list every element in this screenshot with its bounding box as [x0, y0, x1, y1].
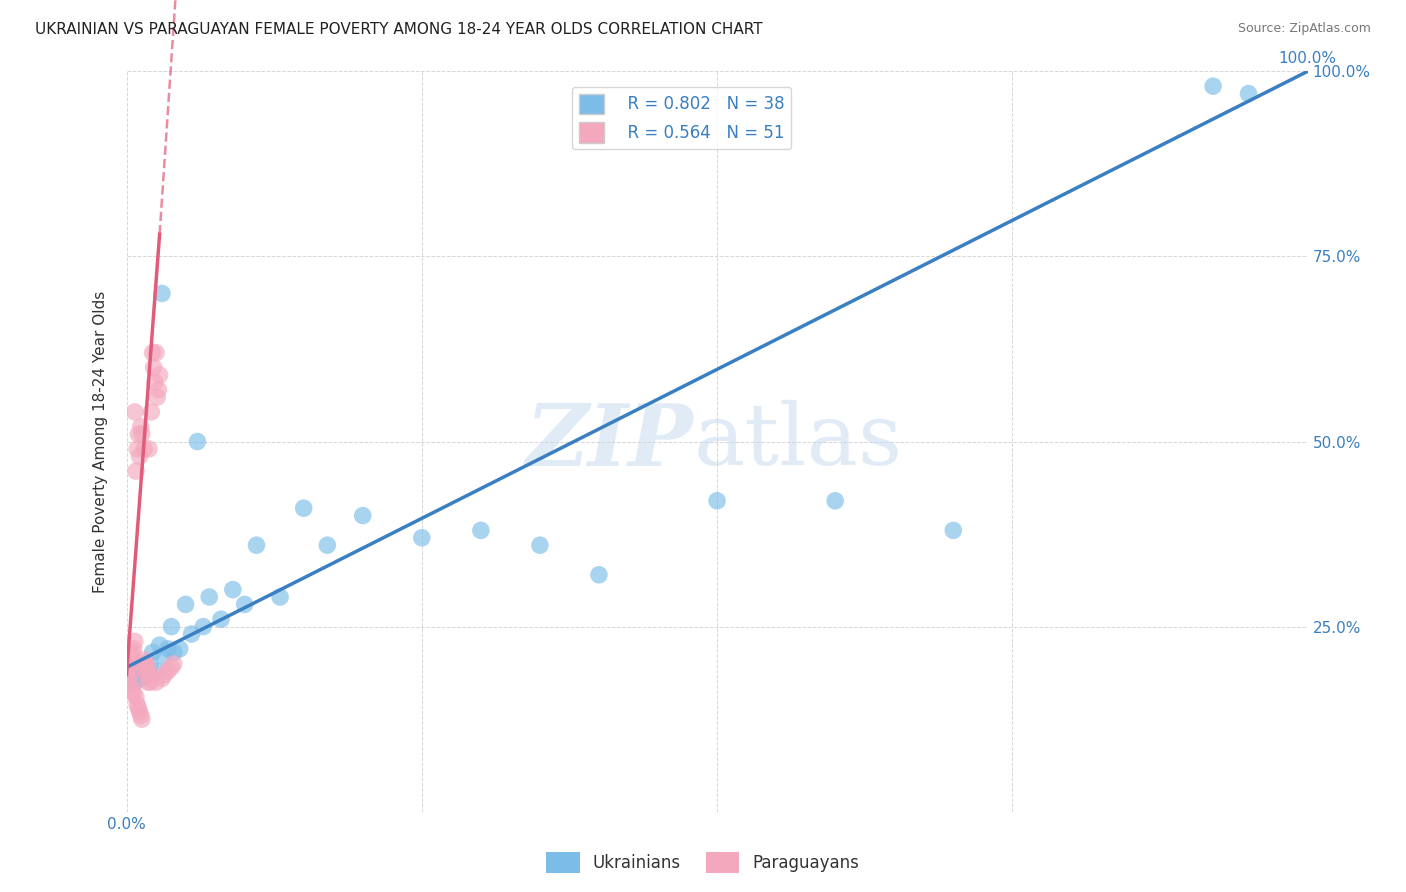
Point	[127, 427, 149, 442]
Point	[124, 405, 146, 419]
Point	[136, 660, 159, 674]
Point	[470, 524, 492, 538]
Point	[134, 660, 156, 674]
Point	[163, 646, 186, 660]
Point	[1202, 79, 1225, 94]
Point	[352, 508, 374, 523]
Point	[141, 405, 163, 419]
Point	[145, 345, 167, 359]
Point	[121, 646, 143, 660]
Text: Source: ZipAtlas.com: Source: ZipAtlas.com	[1237, 22, 1371, 36]
Point	[125, 690, 148, 704]
Point	[129, 419, 152, 434]
Point	[136, 667, 159, 681]
Point	[131, 427, 153, 442]
Point	[150, 672, 173, 686]
Point	[824, 493, 846, 508]
Point	[156, 641, 179, 656]
Text: atlas: atlas	[693, 400, 903, 483]
Point	[124, 675, 146, 690]
Point	[127, 667, 149, 681]
Point	[122, 686, 145, 700]
Point	[156, 664, 179, 678]
Point	[139, 667, 162, 681]
Point	[118, 660, 141, 674]
Y-axis label: Female Poverty Among 18-24 Year Olds: Female Poverty Among 18-24 Year Olds	[93, 291, 108, 592]
Point	[143, 376, 166, 390]
Point	[209, 612, 232, 626]
Point	[134, 660, 156, 674]
Point	[153, 649, 176, 664]
Text: UKRAINIAN VS PARAGUAYAN FEMALE POVERTY AMONG 18-24 YEAR OLDS CORRELATION CHART: UKRAINIAN VS PARAGUAYAN FEMALE POVERTY A…	[35, 22, 763, 37]
Point	[411, 531, 433, 545]
Point	[132, 657, 155, 671]
Point	[120, 657, 142, 671]
Point	[148, 383, 170, 397]
Point	[186, 434, 208, 449]
Point	[139, 657, 162, 671]
Point	[128, 705, 150, 719]
Point	[120, 649, 142, 664]
Point	[120, 679, 142, 693]
Point	[942, 524, 965, 538]
Point	[141, 646, 163, 660]
Point	[128, 450, 150, 464]
Point	[198, 590, 221, 604]
Point	[588, 567, 610, 582]
Point	[134, 653, 156, 667]
Point	[529, 538, 551, 552]
Point	[316, 538, 339, 552]
Point	[222, 582, 245, 597]
Point	[134, 442, 156, 456]
Point	[149, 638, 172, 652]
Point	[180, 627, 202, 641]
Point	[150, 286, 173, 301]
Point	[122, 641, 145, 656]
Point	[145, 675, 167, 690]
Point	[129, 708, 152, 723]
Point	[706, 493, 728, 508]
Point	[145, 664, 167, 678]
Point	[129, 672, 152, 686]
Point	[142, 360, 165, 375]
Point	[160, 660, 183, 674]
Point	[127, 701, 149, 715]
Point	[121, 682, 143, 697]
Point	[138, 442, 160, 456]
Point	[146, 390, 169, 404]
Point	[149, 368, 172, 382]
Point	[245, 538, 267, 552]
Point	[121, 664, 143, 678]
Point	[134, 657, 156, 671]
Legend: Ukrainians, Paraguayans: Ukrainians, Paraguayans	[540, 846, 866, 880]
Point	[131, 712, 153, 726]
Point	[169, 641, 191, 656]
Point	[1237, 87, 1260, 101]
Legend:   R = 0.802   N = 38,   R = 0.564   N = 51: R = 0.802 N = 38, R = 0.564 N = 51	[572, 87, 792, 150]
Point	[233, 598, 256, 612]
Text: ZIP: ZIP	[526, 400, 693, 483]
Point	[193, 619, 215, 633]
Point	[292, 501, 315, 516]
Point	[139, 675, 162, 690]
Point	[127, 442, 149, 456]
Point	[118, 672, 141, 686]
Point	[163, 657, 186, 671]
Point	[117, 664, 139, 678]
Point	[153, 667, 176, 681]
Point	[174, 598, 197, 612]
Point	[160, 619, 183, 633]
Point	[127, 698, 149, 712]
Point	[269, 590, 291, 604]
Point	[120, 667, 142, 681]
Point	[124, 634, 146, 648]
Point	[136, 675, 159, 690]
Point	[134, 664, 156, 678]
Point	[125, 464, 148, 478]
Point	[135, 667, 157, 681]
Point	[141, 345, 163, 359]
